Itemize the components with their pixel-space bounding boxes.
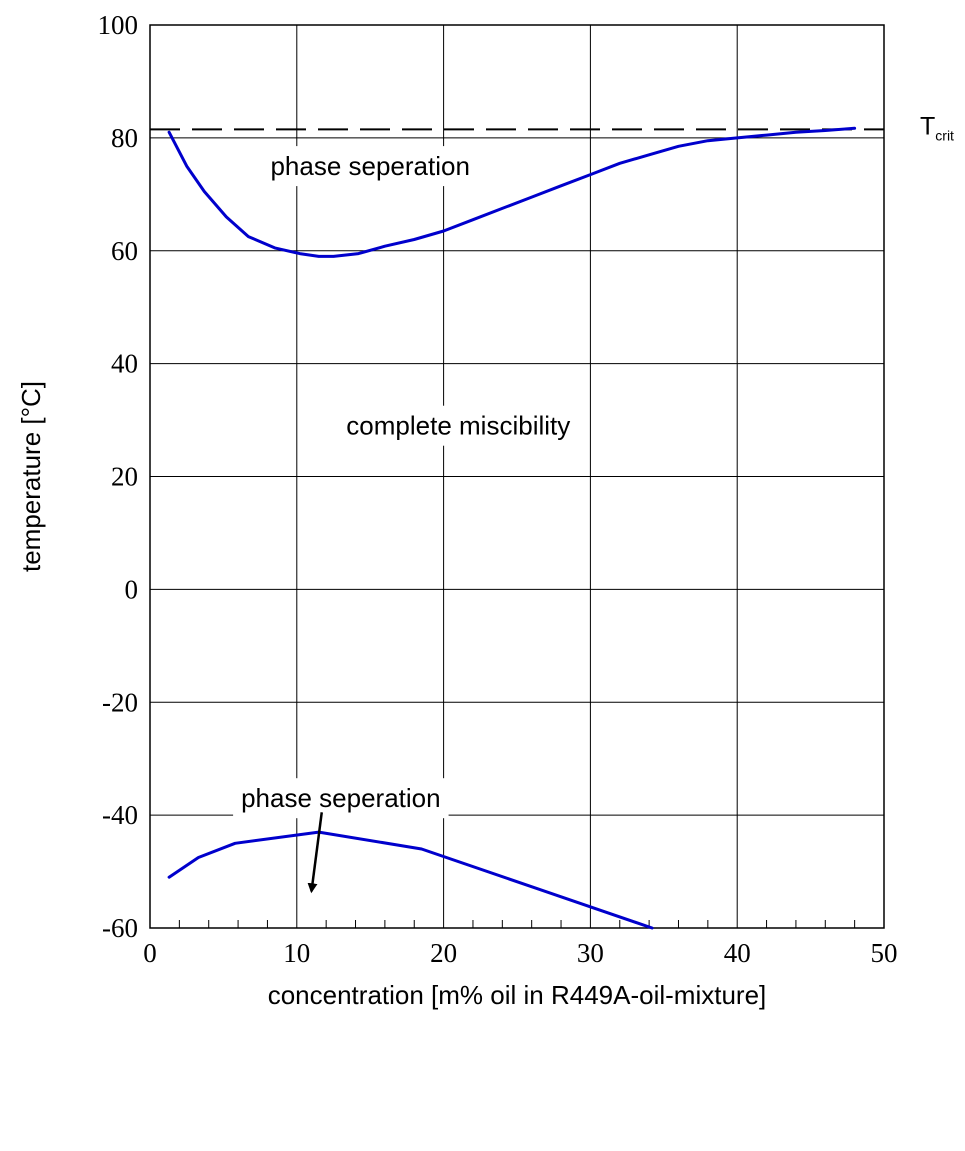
- x-tick-label: 10: [283, 938, 310, 968]
- y-tick-label: 40: [111, 349, 138, 379]
- t-crit-label: Tcrit: [920, 112, 954, 143]
- y-tick-label: -20: [102, 687, 138, 717]
- y-tick-label: 60: [111, 236, 138, 266]
- x-tick-label: 30: [577, 938, 604, 968]
- t-crit-label-sub: crit: [935, 127, 954, 143]
- y-tick-label: -40: [102, 800, 138, 830]
- x-tick-label: 50: [871, 938, 898, 968]
- series-line-2: [167, 830, 654, 930]
- y-tick-label: 100: [98, 10, 139, 40]
- annotation-arrow: [307, 812, 323, 894]
- annotation-background: [338, 405, 579, 446]
- y-tick-labels: 100 80 60 40 20 0 -20 -40 -60: [98, 10, 139, 943]
- y-tick-label: -60: [102, 913, 138, 943]
- annotation-label: phase seperation: [270, 151, 469, 181]
- x-tick-labels: 0 10 20 30 40 50: [143, 938, 897, 968]
- y-axis-label: temperature [°C]: [16, 381, 46, 572]
- series-line-1: [167, 126, 857, 258]
- minor-ticks: [178, 920, 856, 928]
- annotation-background: [262, 146, 478, 187]
- t-crit-label-main: T: [920, 112, 935, 140]
- plot-frame: [149, 24, 885, 929]
- y-tick-label: 20: [111, 462, 138, 492]
- x-tick-label: 0: [143, 938, 157, 968]
- x-axis-label: concentration [m% oil in R449A-oil-mixtu…: [268, 980, 767, 1010]
- y-tick-label: 80: [111, 123, 138, 153]
- x-tick-label: 40: [724, 938, 751, 968]
- annotation-background: [233, 778, 449, 819]
- y-tick-label: 0: [125, 574, 139, 604]
- annotation-label: phase seperation: [241, 783, 440, 813]
- annotation-label: complete miscibility: [346, 411, 570, 441]
- x-tick-label: 20: [430, 938, 457, 968]
- series: [167, 126, 857, 930]
- annotations: phase seperation complete miscibility phas…: [233, 146, 579, 819]
